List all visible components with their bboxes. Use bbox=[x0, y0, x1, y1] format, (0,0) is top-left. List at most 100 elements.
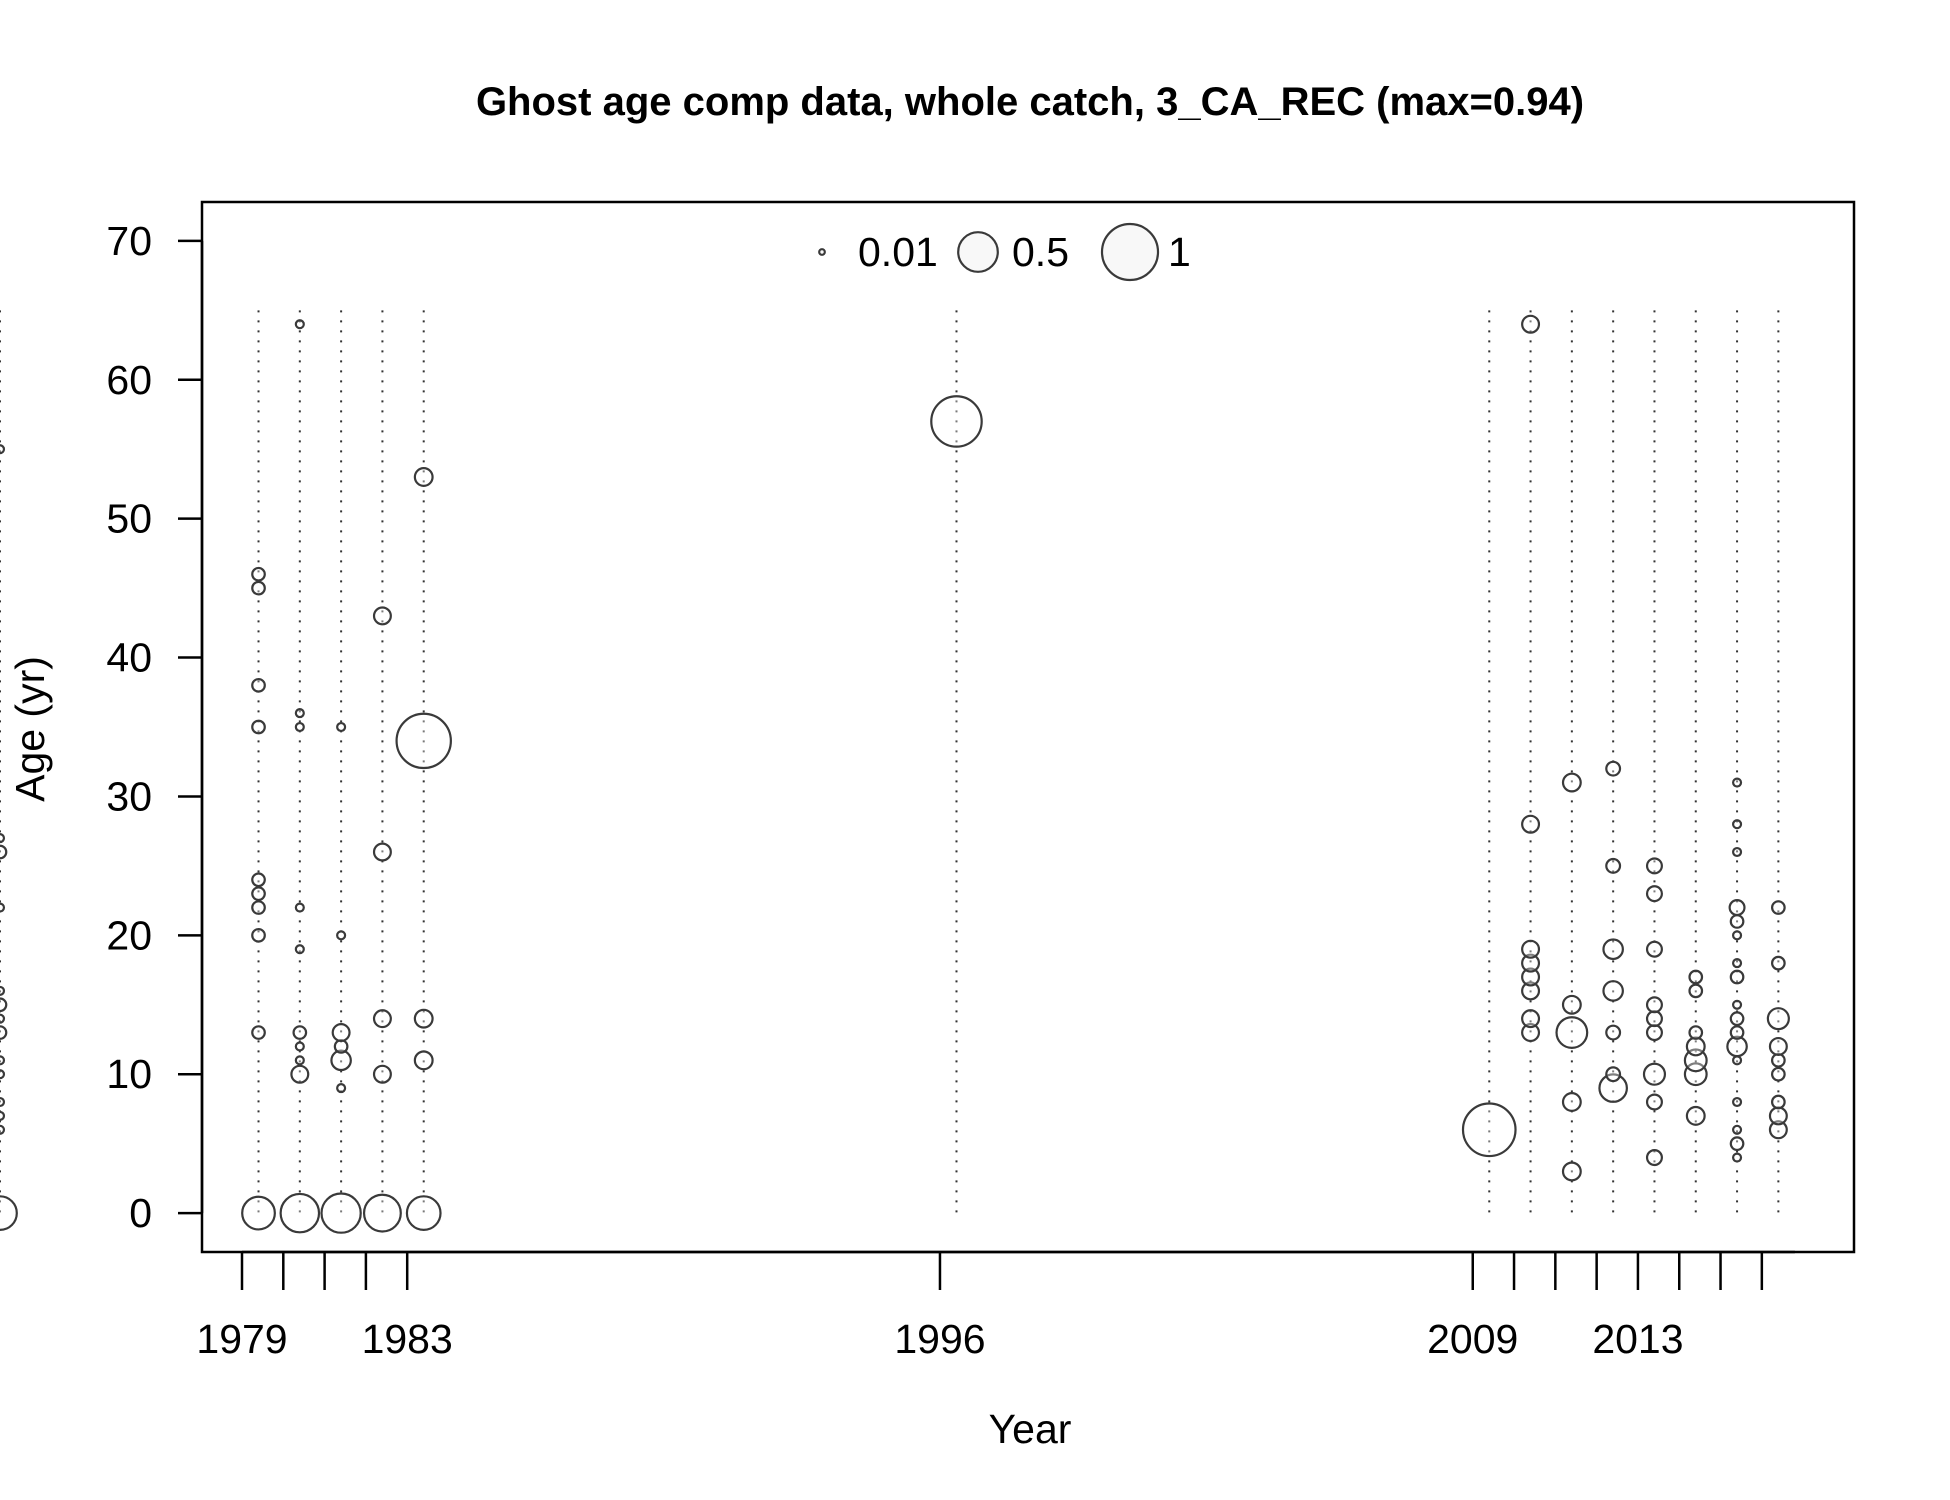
bubble-2014-age-12 bbox=[1685, 1036, 1706, 1057]
bubble-1984-age-22 bbox=[0, 902, 6, 913]
bubble-1982-age-26 bbox=[372, 842, 392, 862]
bubble-2015-age-14 bbox=[1729, 1011, 1745, 1027]
bubble-2015-age-17 bbox=[1729, 969, 1745, 985]
bubble-1980-age-35 bbox=[294, 721, 305, 733]
bubble-1982-age-10 bbox=[372, 1064, 392, 1084]
bubble-1980-age-22 bbox=[294, 902, 305, 913]
y-axis: 0 10 20 30 40 50 60 70 bbox=[106, 218, 204, 1236]
bubble-1979-age-35 bbox=[251, 719, 266, 735]
bubble-1983-age-11 bbox=[413, 1050, 434, 1071]
bubble-2013-age-10 bbox=[1642, 1062, 1667, 1086]
bubble-2010-age-16 bbox=[1521, 981, 1541, 1001]
bubble-2010-age-19 bbox=[1521, 939, 1541, 959]
bubble-2016-age-7 bbox=[1768, 1106, 1788, 1126]
legend-bubble bbox=[818, 248, 826, 256]
bubble-1983-age-0 bbox=[405, 1195, 442, 1232]
bubble-2009-age-6 bbox=[1461, 1102, 1517, 1158]
bubble-2016-age-8 bbox=[1770, 1094, 1786, 1110]
bubble-2013-age-4 bbox=[1645, 1149, 1663, 1167]
bubble-2013-age-8 bbox=[1645, 1093, 1663, 1111]
bubble-2015-age-21 bbox=[1729, 914, 1745, 929]
bubble-1980-age-12 bbox=[294, 1041, 305, 1052]
bubble-1981-age-35 bbox=[336, 721, 347, 733]
bubble-2014-age-17 bbox=[1688, 969, 1704, 985]
bubble-1984-age-26 bbox=[0, 844, 8, 860]
bubble-1981-age-20 bbox=[336, 930, 347, 941]
bubble-1984-age-14 bbox=[0, 1013, 6, 1024]
bubble-2013-age-23 bbox=[1645, 885, 1663, 903]
bubble-2015-age-8 bbox=[1732, 1096, 1743, 1108]
bubble-2010-age-13 bbox=[1521, 1023, 1541, 1043]
bubble-2013-age-15 bbox=[1645, 996, 1663, 1014]
bubble-2012-age-32 bbox=[1605, 760, 1622, 777]
bubble-2013-age-19 bbox=[1645, 940, 1663, 958]
y-tick-label: 50 bbox=[106, 496, 152, 542]
bubble-1980-age-64 bbox=[294, 319, 305, 330]
bubble-2011-age-3 bbox=[1561, 1161, 1582, 1182]
bubble-1981-age-0 bbox=[320, 1192, 362, 1234]
bubble-2015-age-15 bbox=[1732, 999, 1743, 1010]
bubble-2015-age-31 bbox=[1732, 777, 1743, 788]
bubble-1981-age-12 bbox=[333, 1039, 349, 1054]
bubble-2016-age-18 bbox=[1770, 955, 1786, 971]
bubble-1984-age-8 bbox=[0, 1096, 6, 1108]
bubble-2015-age-13 bbox=[1729, 1025, 1745, 1040]
bubble-1979-age-20 bbox=[251, 927, 266, 943]
chart-title: Ghost age comp data, whole catch, 3_CA_R… bbox=[476, 80, 1584, 124]
bubble-2016-age-22 bbox=[1770, 900, 1786, 915]
bubble-1980-age-13 bbox=[292, 1025, 308, 1040]
bubble-2013-age-13 bbox=[1645, 1024, 1663, 1042]
legend-label: 0.01 bbox=[858, 229, 938, 275]
bubble-2016-age-11 bbox=[1770, 1052, 1786, 1068]
bubble-1979-age-13 bbox=[251, 1025, 266, 1040]
bubble-1982-age-14 bbox=[372, 1009, 392, 1029]
bubble-2015-age-26 bbox=[1732, 846, 1743, 858]
bubble-1984-age-13 bbox=[0, 1025, 8, 1040]
legend-bubble bbox=[957, 231, 999, 273]
y-tick-label: 0 bbox=[129, 1190, 152, 1236]
year-guide-lines bbox=[0, 310, 1780, 1214]
bubble-1979-age-45 bbox=[251, 580, 266, 596]
bubble-1980-age-19 bbox=[294, 944, 305, 955]
bubble-2010-age-28 bbox=[1521, 814, 1541, 834]
bubble-2015-age-20 bbox=[1732, 930, 1743, 941]
bubble-1980-age-36 bbox=[294, 708, 305, 719]
bubble-1979-age-46 bbox=[251, 566, 266, 582]
bubble-2013-age-25 bbox=[1645, 857, 1663, 875]
x-tick-label: 1983 bbox=[362, 1316, 453, 1362]
x-tick-label: 2009 bbox=[1427, 1316, 1518, 1362]
bubble-1983-age-34 bbox=[395, 712, 452, 770]
bubble-2016-age-6 bbox=[1768, 1120, 1788, 1140]
bubble-1979-age-23 bbox=[251, 886, 266, 902]
y-tick-label: 20 bbox=[106, 912, 152, 958]
bubble-2011-age-31 bbox=[1561, 772, 1582, 793]
bubble-1983-age-53 bbox=[413, 467, 434, 487]
bubble-2015-age-12 bbox=[1726, 1035, 1748, 1058]
x-tick-label: 1979 bbox=[196, 1316, 287, 1362]
y-tick-label: 30 bbox=[106, 773, 152, 819]
bubble-2014-age-13 bbox=[1688, 1025, 1704, 1040]
bubble-2010-age-17 bbox=[1521, 967, 1541, 987]
bubble-1983-age-14 bbox=[413, 1008, 434, 1029]
bubble-2015-age-5 bbox=[1729, 1136, 1745, 1152]
y-tick-label: 70 bbox=[106, 218, 152, 264]
bubble-1981-age-13 bbox=[331, 1023, 351, 1043]
bubble-1984-age-7 bbox=[0, 1110, 6, 1121]
x-tick-label: 2013 bbox=[1592, 1316, 1683, 1362]
x-axis: 1979 1983 1996 2009 2013 bbox=[196, 1250, 1795, 1362]
bubble-2015-age-6 bbox=[1732, 1124, 1743, 1135]
y-axis-title: Age (yr) bbox=[7, 656, 53, 802]
bubble-1981-age-11 bbox=[330, 1049, 352, 1072]
bubble-1984-age-16 bbox=[0, 985, 6, 996]
bubble-2010-age-18 bbox=[1521, 953, 1541, 973]
y-tick-label: 10 bbox=[106, 1051, 152, 1097]
bubble-1979-age-0 bbox=[241, 1195, 276, 1231]
bubble-1984-age-6 bbox=[0, 1124, 6, 1135]
legend-label: 1 bbox=[1168, 229, 1191, 275]
bubble-2012-age-13 bbox=[1605, 1024, 1622, 1041]
bubble-2016-age-12 bbox=[1768, 1036, 1788, 1056]
bubble-2013-age-14 bbox=[1645, 1010, 1663, 1028]
bubble-2012-age-9 bbox=[1598, 1073, 1628, 1103]
bubble-2010-age-14 bbox=[1521, 1009, 1541, 1029]
